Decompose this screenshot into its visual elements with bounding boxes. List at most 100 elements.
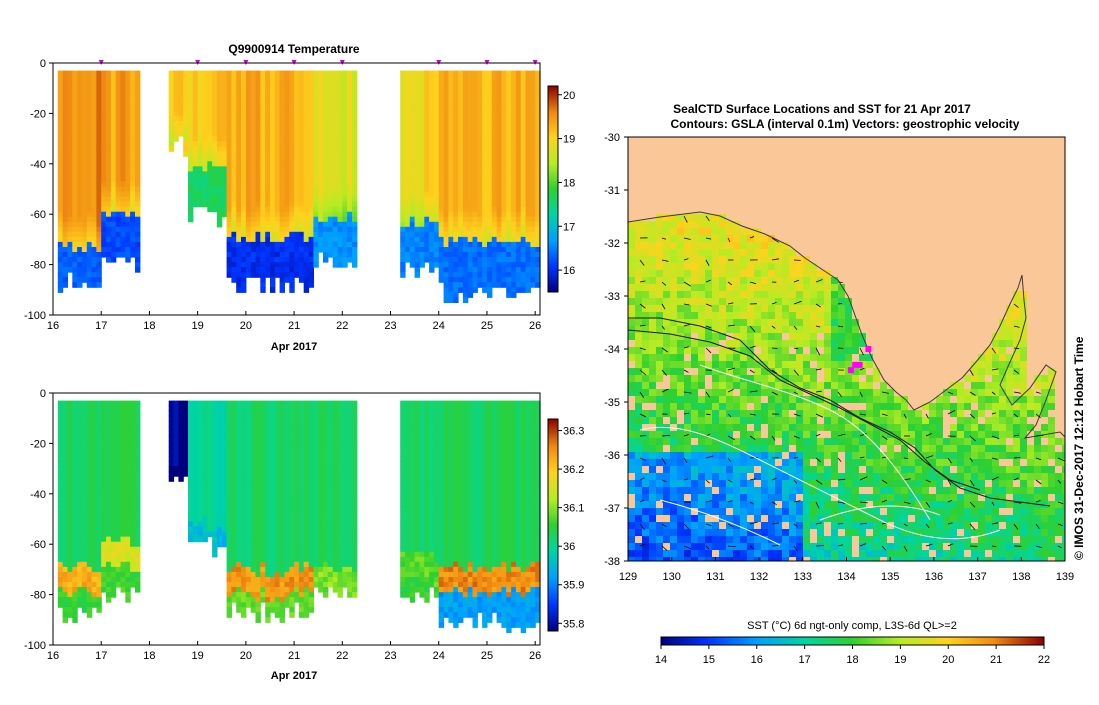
heatmap-cell [96, 277, 101, 283]
heatmap-cell [280, 441, 285, 447]
heatmap-cell [251, 582, 256, 588]
heatmap-cell [265, 121, 270, 127]
heatmap-cell [106, 471, 111, 477]
heatmap-cell [434, 71, 439, 77]
heatmap-cell [256, 91, 261, 97]
heatmap-cell [111, 187, 116, 193]
heatmap-cell [82, 86, 87, 92]
heatmap-cell [468, 222, 473, 228]
heatmap-cell [328, 111, 333, 117]
heatmap-cell [87, 192, 92, 198]
heatmap-cell [265, 131, 270, 137]
heatmap-cell [415, 166, 420, 172]
heatmap-cell [193, 96, 198, 102]
heatmap-cell [169, 131, 174, 137]
heatmap-cell [135, 146, 140, 152]
heatmap-cell [72, 416, 77, 422]
heatmap-cell [231, 202, 236, 208]
heatmap-cell [448, 247, 453, 253]
heatmap-cell [468, 277, 473, 283]
heatmap-cell [130, 181, 135, 187]
heatmap-cell [198, 192, 203, 198]
heatmap-cell [82, 486, 87, 492]
heatmap-cell [289, 187, 294, 193]
heatmap-cell [68, 126, 73, 132]
heatmap-cell [169, 111, 174, 117]
heatmap-cell [284, 517, 289, 523]
heatmap-cell [87, 151, 92, 157]
heatmap-cell [289, 272, 294, 278]
heatmap-cell [439, 192, 444, 198]
heatmap-cell [492, 207, 497, 213]
heatmap-cell [463, 272, 468, 278]
heatmap-cell [477, 212, 482, 218]
heatmap-cell [294, 96, 299, 102]
heatmap-cell [231, 151, 236, 157]
heatmap-cell [68, 262, 73, 268]
heatmap-cell [289, 242, 294, 248]
heatmap-cell [227, 146, 232, 152]
heatmap-cell [444, 217, 449, 223]
heatmap-cell [188, 426, 193, 432]
heatmap-cell [125, 597, 130, 603]
heatmap-cell [501, 151, 506, 157]
heatmap-cell [68, 456, 73, 462]
heatmap-cell [453, 232, 458, 238]
heatmap-cell [236, 496, 241, 502]
heatmap-cell [284, 106, 289, 112]
heatmap-cell [424, 126, 429, 132]
heatmap-cell [516, 282, 521, 288]
heatmap-cell [260, 96, 265, 102]
heatmap-cell [270, 527, 275, 533]
heatmap-cell [101, 496, 106, 502]
heatmap-cell [68, 532, 73, 538]
heatmap-cell [294, 197, 299, 203]
heatmap-cell [275, 81, 280, 87]
heatmap-cell [453, 222, 458, 228]
heatmap-cell [236, 267, 241, 273]
heatmap-cell [188, 156, 193, 162]
heatmap-cell [207, 136, 212, 142]
heatmap-cell [125, 557, 130, 563]
heatmap-cell [304, 136, 309, 142]
heatmap-cell [511, 282, 516, 288]
heatmap-cell [304, 287, 309, 293]
heatmap-cell [174, 426, 179, 432]
heatmap-cell [256, 232, 261, 238]
heatmap-cell [400, 237, 405, 243]
heatmap-cell [280, 517, 285, 523]
heatmap-cell [68, 537, 73, 543]
heatmap-cell [77, 267, 82, 273]
heatmap-cell [487, 267, 492, 273]
heatmap-cell [256, 207, 261, 213]
heatmap-cell [492, 242, 497, 248]
heatmap-cell [87, 91, 92, 97]
heatmap-cell [270, 577, 275, 583]
heatmap-cell [246, 602, 251, 608]
heatmap-cell [77, 116, 82, 122]
heatmap-cell [270, 131, 275, 137]
heatmap-cell [400, 121, 405, 127]
heatmap-cell [183, 76, 188, 82]
heatmap-cell [275, 572, 280, 578]
heatmap-cell [270, 247, 275, 253]
heatmap-cell [410, 217, 415, 223]
heatmap-cell [473, 237, 478, 243]
heatmap-cell [111, 116, 116, 122]
heatmap-cell [468, 111, 473, 117]
heatmap-cell [338, 262, 343, 268]
heatmap-cell [265, 517, 270, 523]
heatmap-cell [284, 431, 289, 437]
heatmap-cell [313, 252, 318, 258]
heatmap-cell [284, 257, 289, 263]
heatmap-cell [236, 121, 241, 127]
heatmap-cell [217, 456, 222, 462]
heatmap-cell [270, 86, 275, 92]
heatmap-cell [497, 252, 502, 258]
heatmap-cell [178, 131, 183, 137]
heatmap-cell [121, 582, 126, 588]
heatmap-cell [439, 247, 444, 253]
heatmap-cell [227, 212, 232, 218]
heatmap-cell [458, 282, 463, 288]
heatmap-cell [111, 212, 116, 218]
